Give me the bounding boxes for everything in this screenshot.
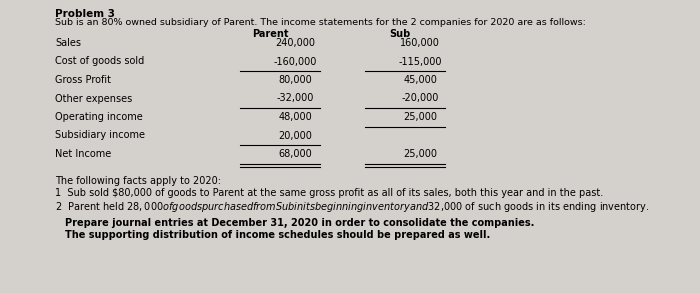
Text: 68,000: 68,000 (278, 149, 312, 159)
Text: Subsidiary income: Subsidiary income (55, 130, 145, 141)
Text: Prepare journal entries at December 31, 2020 in order to consolidate the compani: Prepare journal entries at December 31, … (65, 219, 534, 229)
Text: -32,000: -32,000 (276, 93, 314, 103)
Text: 240,000: 240,000 (275, 38, 315, 48)
Text: 45,000: 45,000 (403, 75, 437, 85)
Text: Gross Profit: Gross Profit (55, 75, 111, 85)
Text: 80,000: 80,000 (278, 75, 312, 85)
Text: 1  Sub sold $80,000 of goods to Parent at the same gross profit as all of its sa: 1 Sub sold $80,000 of goods to Parent at… (55, 188, 603, 198)
Text: 20,000: 20,000 (278, 130, 312, 141)
Text: Sub is an 80% owned subsidiary of Parent. The income statements for the 2 compan: Sub is an 80% owned subsidiary of Parent… (55, 18, 586, 27)
Text: Problem 3: Problem 3 (55, 9, 115, 19)
Text: The following facts apply to 2020:: The following facts apply to 2020: (55, 176, 221, 185)
Text: 48,000: 48,000 (278, 112, 312, 122)
Text: Net Income: Net Income (55, 149, 111, 159)
Text: Cost of goods sold: Cost of goods sold (55, 57, 144, 67)
Text: -115,000: -115,000 (398, 57, 442, 67)
Text: Operating income: Operating income (55, 112, 143, 122)
Text: Other expenses: Other expenses (55, 93, 132, 103)
Text: Sub: Sub (389, 29, 411, 39)
Text: Sales: Sales (55, 38, 81, 48)
Text: 160,000: 160,000 (400, 38, 440, 48)
Text: -20,000: -20,000 (401, 93, 439, 103)
Text: Parent: Parent (252, 29, 288, 39)
Text: -160,000: -160,000 (273, 57, 316, 67)
Text: 2  Parent held $28,000 of goods purchased from Sub in its beginning inventory an: 2 Parent held $28,000 of goods purchased… (55, 200, 650, 214)
Text: The supporting distribution of income schedules should be prepared as well.: The supporting distribution of income sc… (65, 231, 490, 241)
Text: 25,000: 25,000 (403, 112, 437, 122)
Text: 25,000: 25,000 (403, 149, 437, 159)
